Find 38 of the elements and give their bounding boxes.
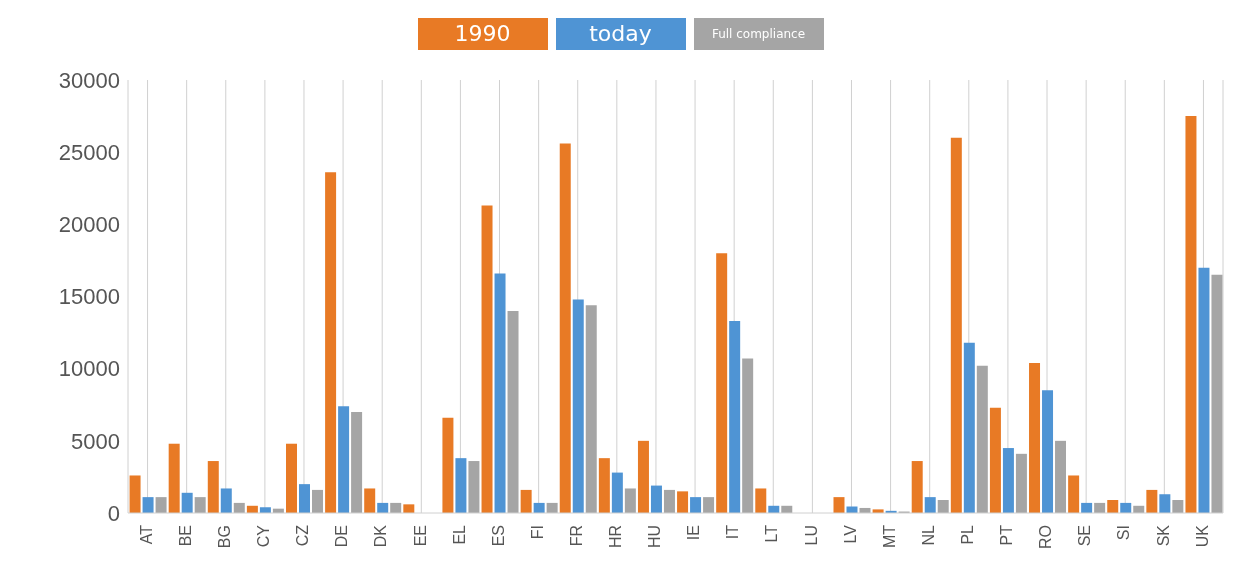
x-tick-label: EE bbox=[411, 525, 429, 547]
x-tick-label: BE bbox=[176, 525, 194, 547]
y-tick-label: 10000 bbox=[58, 356, 120, 382]
text: today bbox=[555, 18, 686, 50]
text: 1990 bbox=[417, 18, 548, 50]
x-tick-label: LT bbox=[763, 524, 781, 543]
x-tick-label: CZ bbox=[294, 524, 312, 547]
x-tick-label: BG bbox=[215, 525, 233, 549]
y-tick-label: 20000 bbox=[58, 212, 120, 238]
x-tick-label: DK bbox=[372, 524, 390, 548]
y-tick-label: 15000 bbox=[58, 284, 120, 310]
y-tick-label: 5000 bbox=[71, 428, 120, 454]
x-tick-label: DE bbox=[333, 525, 351, 548]
x-tick-label: RO bbox=[1037, 525, 1055, 549]
x-tick-label: FI bbox=[528, 525, 546, 540]
x-tick-label: SK bbox=[1154, 524, 1172, 547]
x-tick-label: SI bbox=[1115, 525, 1133, 541]
x-tick-label: IE bbox=[685, 525, 703, 541]
x-tick-label: AT bbox=[137, 524, 155, 545]
x-tick-label: EL bbox=[450, 524, 468, 545]
x-tick-label: CY bbox=[255, 524, 273, 548]
x-tick-label: MT bbox=[880, 524, 898, 549]
y-tick-label: 25000 bbox=[58, 139, 120, 165]
x-tick-label: ES bbox=[489, 525, 507, 547]
x-tick-label: FR bbox=[567, 525, 585, 547]
x-tick-label: IT bbox=[724, 524, 742, 540]
x-tick-label: UK bbox=[1193, 524, 1211, 548]
x-tick-label: PL bbox=[959, 524, 977, 545]
y-tick-label: 0 bbox=[107, 500, 120, 526]
text: Full compliance bbox=[693, 18, 824, 50]
x-tick-label: LV bbox=[841, 524, 859, 544]
x-tick-label: PT bbox=[998, 524, 1016, 546]
x-tick-label: SE bbox=[1076, 525, 1094, 547]
x-tick-label: HR bbox=[607, 525, 625, 549]
y-tick-label: 30000 bbox=[58, 67, 120, 93]
x-tick-label: LU bbox=[802, 525, 820, 546]
x-tick-label: NL bbox=[919, 524, 937, 546]
x-tick-label: HU bbox=[646, 525, 664, 549]
